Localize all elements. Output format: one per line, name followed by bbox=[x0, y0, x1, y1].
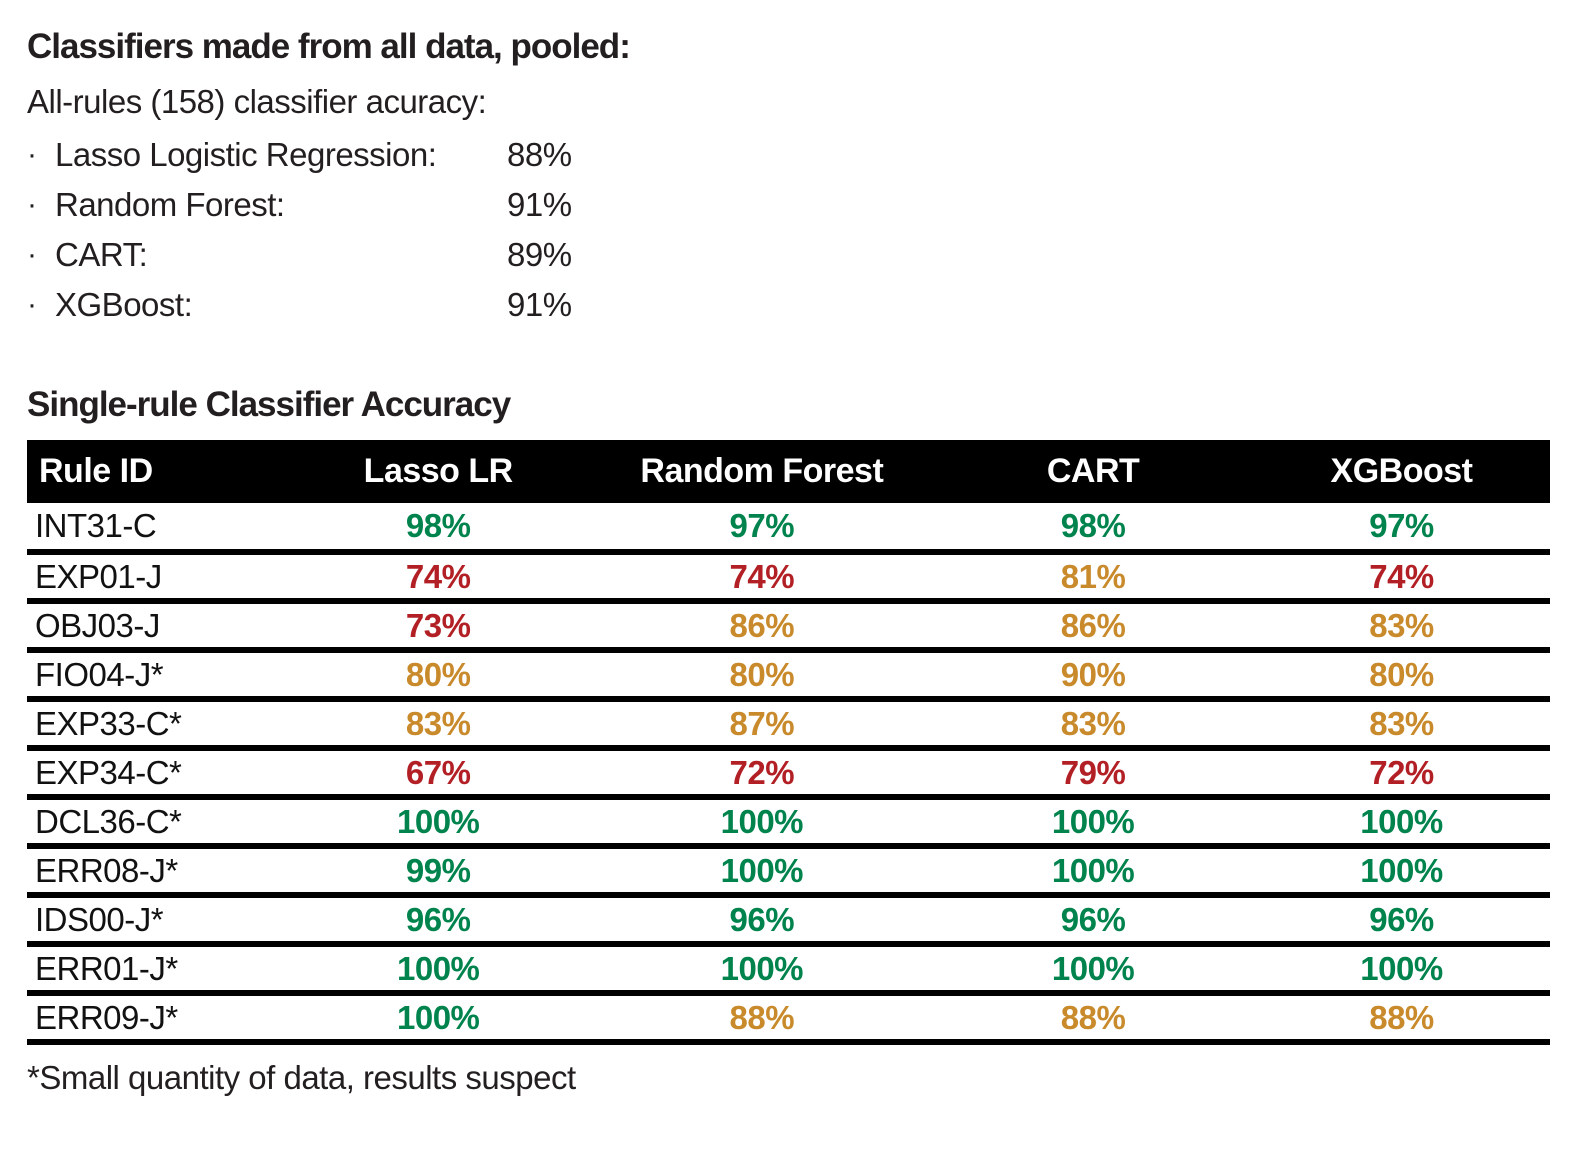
rule-id-cell: FIO04-J* bbox=[27, 650, 286, 703]
accuracy-cell: 73% bbox=[285, 601, 591, 654]
accuracy-cell: 99% bbox=[285, 846, 591, 899]
table-header-row: Rule ID Lasso LR Random Forest CART XGBoost bbox=[27, 440, 1550, 504]
accuracy-cell: 100% bbox=[1253, 846, 1550, 899]
pooled-list-item: · Lasso Logistic Regression: 88% bbox=[27, 130, 1550, 180]
accuracy-cell: 100% bbox=[1253, 944, 1550, 997]
accuracy-cell: 74% bbox=[590, 552, 934, 605]
accuracy-cell: 100% bbox=[590, 846, 934, 899]
accuracy-cell: 67% bbox=[285, 748, 591, 801]
pooled-item-value: 91% bbox=[507, 285, 572, 323]
accuracy-cell: 100% bbox=[933, 846, 1253, 899]
accuracy-cell: 86% bbox=[590, 601, 934, 654]
accuracy-cell: 88% bbox=[1253, 993, 1550, 1046]
accuracy-cell: 80% bbox=[285, 650, 591, 703]
accuracy-cell: 88% bbox=[590, 993, 934, 1046]
table-footnote: *Small quantity of data, results suspect bbox=[27, 1059, 576, 1097]
accuracy-cell: 98% bbox=[933, 503, 1253, 556]
table-row: INT31-C 98% 97% 98% 97% bbox=[27, 503, 1550, 556]
accuracy-cell: 96% bbox=[1253, 895, 1550, 948]
pooled-item-value: 88% bbox=[507, 135, 572, 173]
accuracy-cell: 80% bbox=[1253, 650, 1550, 703]
accuracy-cell: 100% bbox=[590, 797, 934, 850]
bullet-icon: · bbox=[27, 287, 37, 321]
accuracy-cell: 97% bbox=[1253, 503, 1550, 556]
pooled-item-label: Lasso Logistic Regression: bbox=[55, 135, 437, 173]
pooled-list-item: · Random Forest: 91% bbox=[27, 180, 1550, 230]
table-row: ERR01-J* 100% 100% 100% 100% bbox=[27, 944, 1550, 997]
accuracy-cell: 74% bbox=[285, 552, 591, 605]
column-header-cart: CART bbox=[1046, 452, 1140, 491]
accuracy-cell: 96% bbox=[590, 895, 934, 948]
accuracy-cell: 72% bbox=[1253, 748, 1550, 801]
accuracy-cell: 72% bbox=[590, 748, 934, 801]
pooled-results-list: · Lasso Logistic Regression: 88% · Random Fo… bbox=[27, 130, 1550, 330]
bullet-icon: · bbox=[27, 137, 37, 171]
accuracy-cell: 100% bbox=[590, 944, 934, 997]
table-row: EXP01-J 74% 74% 81% 74% bbox=[27, 552, 1550, 605]
column-header-random-forest: Random Forest bbox=[640, 452, 884, 491]
accuracy-cell: 88% bbox=[933, 993, 1253, 1046]
accuracy-cell: 100% bbox=[285, 944, 591, 997]
table-row: DCL36-C* 100% 100% 100% 100% bbox=[27, 797, 1550, 850]
accuracy-cell: 98% bbox=[285, 503, 591, 556]
rule-id-cell: DCL36-C* bbox=[27, 797, 286, 850]
accuracy-cell: 83% bbox=[1253, 699, 1550, 752]
column-header-rule-id: Rule ID bbox=[39, 452, 153, 491]
accuracy-cell: 96% bbox=[285, 895, 591, 948]
column-header-xgboost: XGBoost bbox=[1330, 452, 1473, 491]
pooled-list-item: · XGBoost: 91% bbox=[27, 280, 1550, 330]
rule-id-cell: ERR08-J* bbox=[27, 846, 286, 899]
accuracy-cell: 87% bbox=[590, 699, 934, 752]
accuracy-cell: 74% bbox=[1253, 552, 1550, 605]
pooled-section-subtitle: All-rules (158) classifier acuracy: bbox=[27, 82, 487, 120]
pooled-item-label: CART: bbox=[55, 235, 148, 273]
table-row: ERR09-J* 100% 88% 88% 88% bbox=[27, 993, 1550, 1046]
accuracy-cell: 97% bbox=[590, 503, 934, 556]
pooled-section-title: Classifiers made from all data, pooled: bbox=[27, 27, 631, 66]
accuracy-cell: 90% bbox=[933, 650, 1253, 703]
pooled-item-label: XGBoost: bbox=[55, 285, 193, 323]
accuracy-cell: 100% bbox=[285, 797, 591, 850]
table-row: OBJ03-J 73% 86% 86% 83% bbox=[27, 601, 1550, 654]
bullet-icon: · bbox=[27, 237, 37, 271]
rule-id-cell: IDS00-J* bbox=[27, 895, 286, 948]
accuracy-cell: 81% bbox=[933, 552, 1253, 605]
accuracy-cell: 96% bbox=[933, 895, 1253, 948]
pooled-item-label: Random Forest: bbox=[55, 185, 285, 223]
rule-id-cell: OBJ03-J bbox=[27, 601, 286, 654]
accuracy-cell: 83% bbox=[285, 699, 591, 752]
rule-id-cell: EXP34-C* bbox=[27, 748, 286, 801]
rule-id-cell: EXP01-J bbox=[27, 552, 286, 605]
table-row: ERR08-J* 99% 100% 100% 100% bbox=[27, 846, 1550, 899]
accuracy-cell: 100% bbox=[933, 944, 1253, 997]
accuracy-cell: 100% bbox=[1253, 797, 1550, 850]
bullet-icon: · bbox=[27, 187, 37, 221]
column-header-lasso-lr: Lasso LR bbox=[363, 452, 514, 491]
accuracy-cell: 86% bbox=[933, 601, 1253, 654]
rule-id-cell: INT31-C bbox=[27, 503, 286, 556]
accuracy-cell: 80% bbox=[590, 650, 934, 703]
pooled-item-value: 89% bbox=[507, 235, 572, 273]
accuracy-cell: 79% bbox=[933, 748, 1253, 801]
table-row: FIO04-J* 80% 80% 90% 80% bbox=[27, 650, 1550, 703]
pooled-list-item: · CART: 89% bbox=[27, 230, 1550, 280]
rule-id-cell: ERR09-J* bbox=[27, 993, 286, 1046]
pooled-item-value: 91% bbox=[507, 185, 572, 223]
table-row: EXP33-C* 83% 87% 83% 83% bbox=[27, 699, 1550, 752]
accuracy-cell: 100% bbox=[285, 993, 591, 1046]
table-row: EXP34-C* 67% 72% 79% 72% bbox=[27, 748, 1550, 801]
accuracy-cell: 100% bbox=[933, 797, 1253, 850]
table-row: IDS00-J* 96% 96% 96% 96% bbox=[27, 895, 1550, 948]
table-title: Single-rule Classifier Accuracy bbox=[27, 384, 511, 424]
rule-id-cell: ERR01-J* bbox=[27, 944, 286, 997]
single-rule-accuracy-table: Rule ID Lasso LR Random Forest CART XGBoost … bbox=[27, 440, 1550, 1046]
accuracy-cell: 83% bbox=[1253, 601, 1550, 654]
accuracy-cell: 83% bbox=[933, 699, 1253, 752]
rule-id-cell: EXP33-C* bbox=[27, 699, 286, 752]
